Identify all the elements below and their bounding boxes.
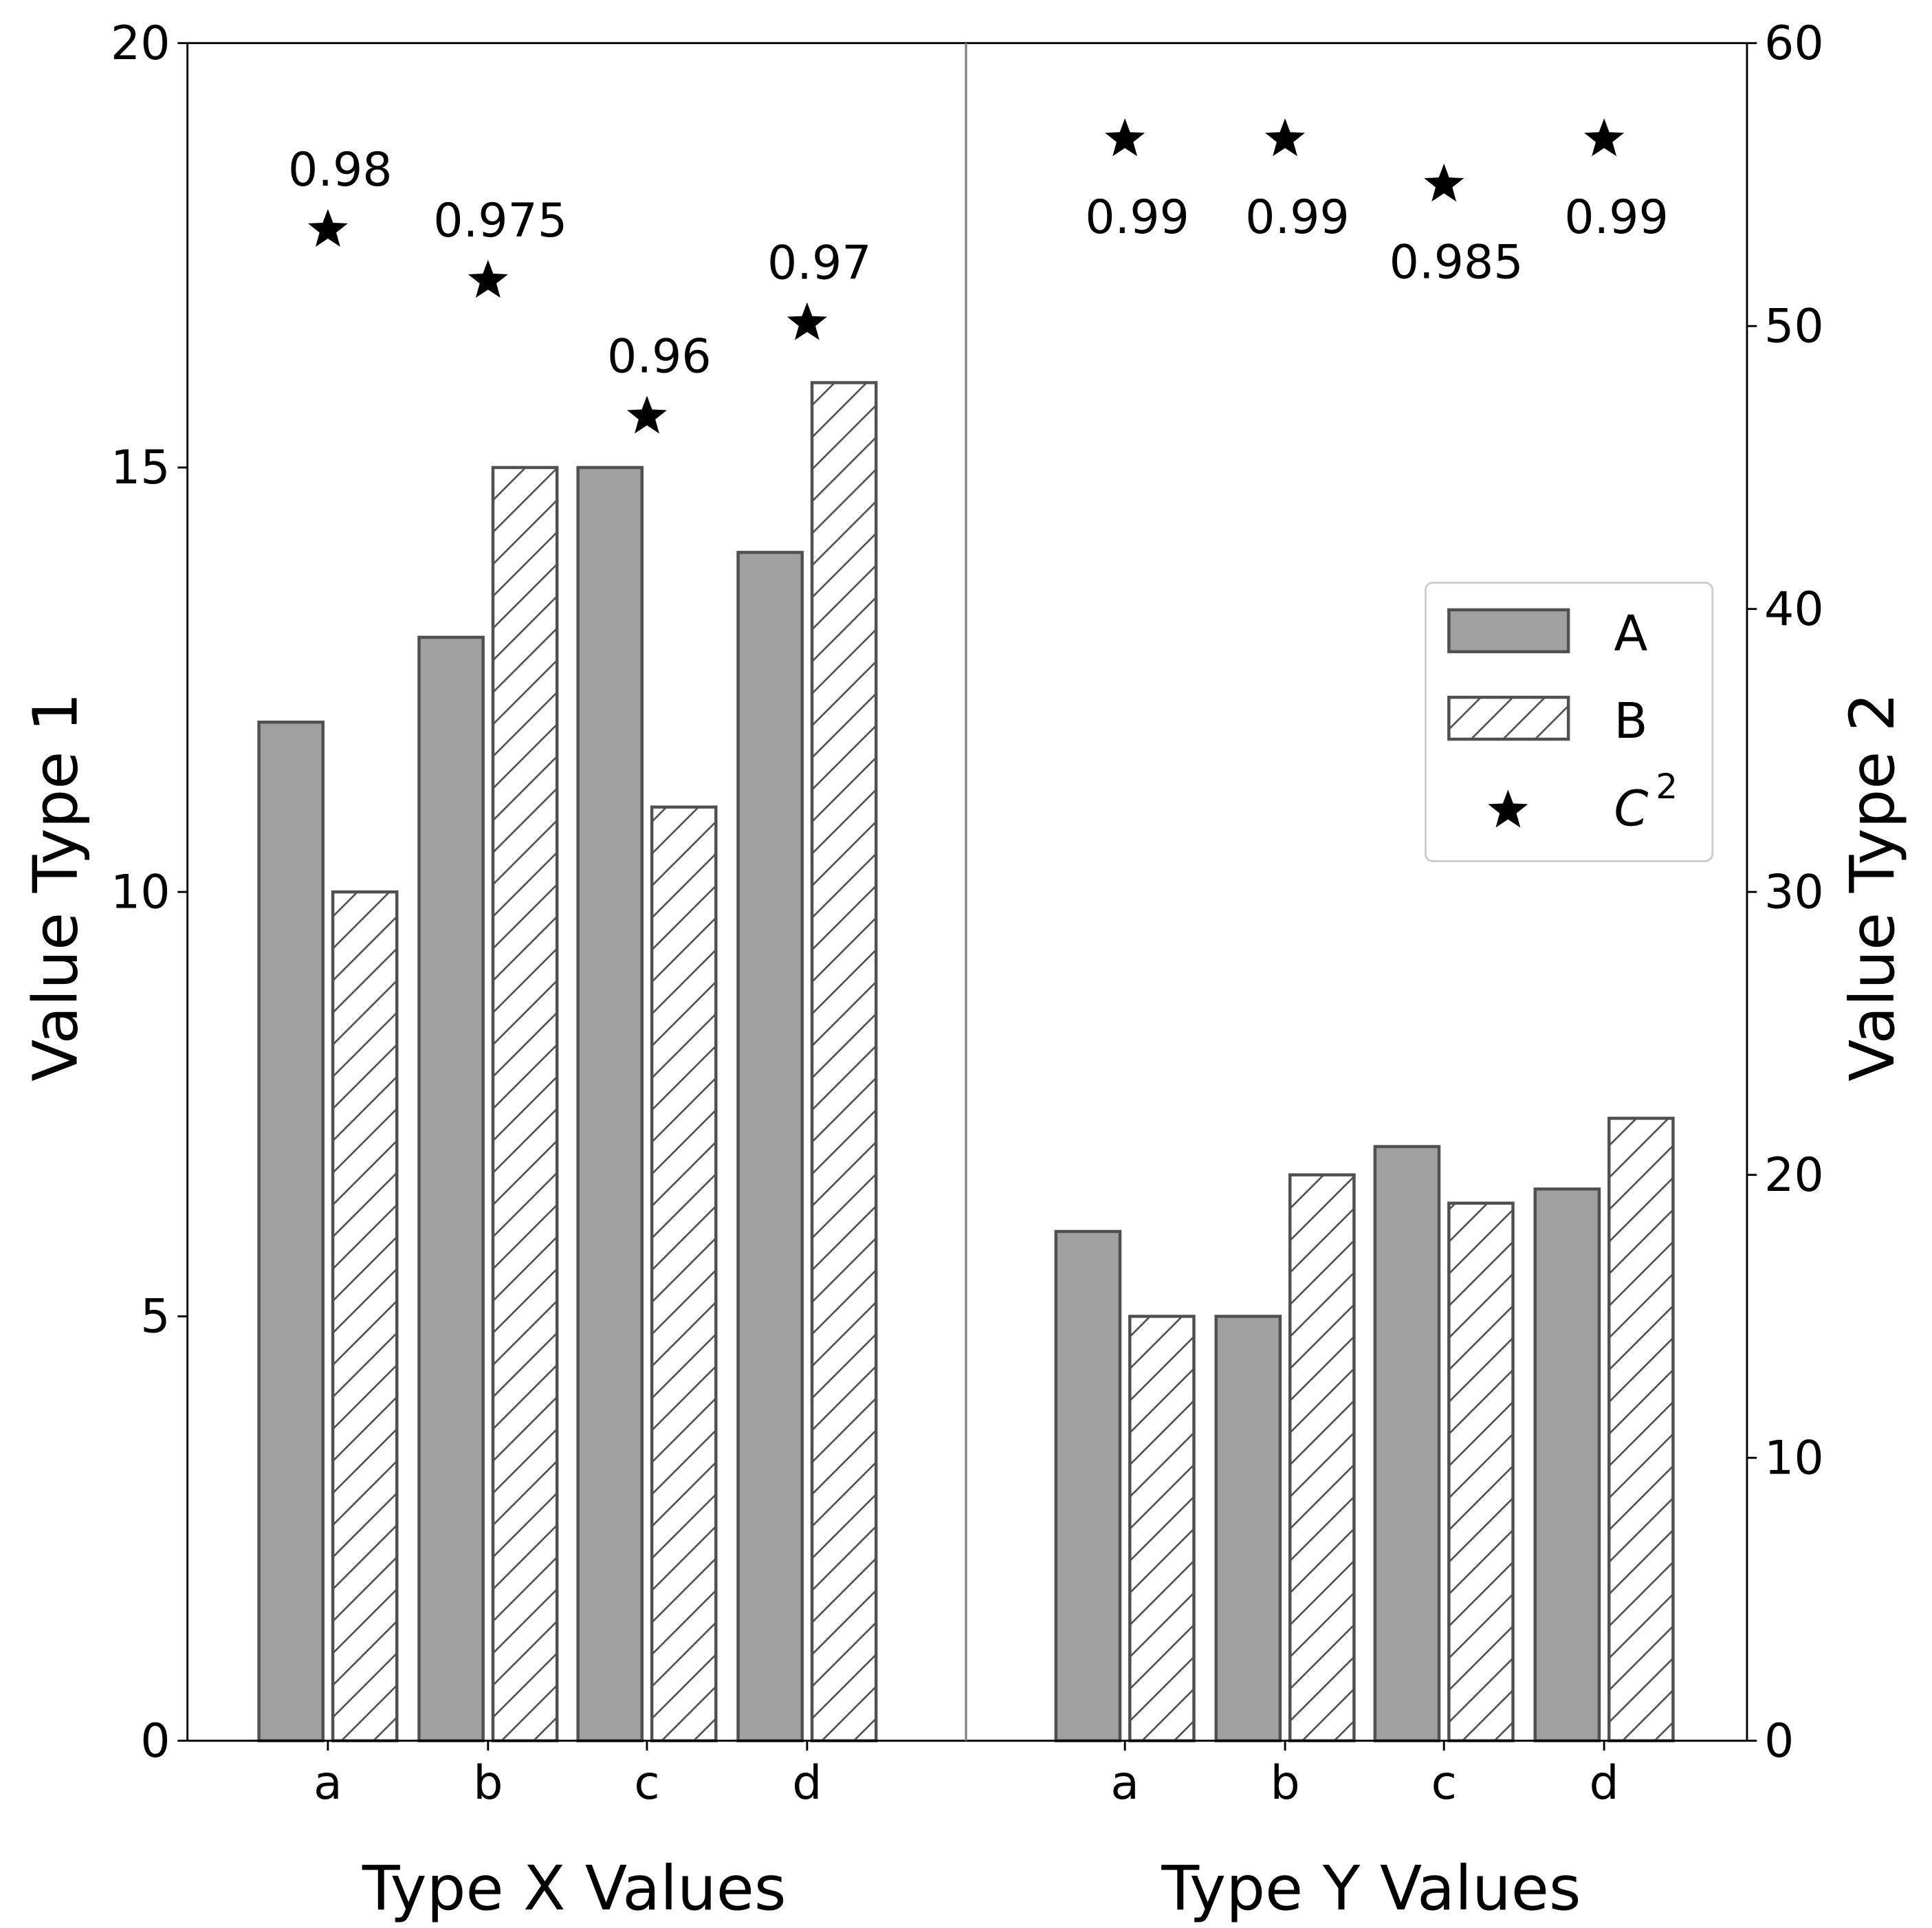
x-tick-label: a — [1110, 1756, 1139, 1810]
bar-y-b-d — [1607, 1117, 1675, 1742]
legend-label-b: B — [1614, 692, 1647, 749]
bar-y-b-a — [1128, 1315, 1196, 1742]
y-tick-label: 10 — [1764, 1431, 1824, 1485]
x-tick-label: a — [314, 1756, 342, 1810]
legend-label-a: A — [1614, 604, 1647, 662]
x-tick-label: d — [1589, 1756, 1618, 1810]
y-tick-label: 50 — [1764, 299, 1824, 353]
bar-x-a-d — [736, 551, 804, 1742]
ticks-layer: a b c d 0 5 10 15 20 a b c d 0 10 20 30 40 50 60 — [111, 17, 1824, 1810]
c2-value-label: 0.96 — [607, 329, 712, 384]
legend-star-icon — [1488, 789, 1528, 828]
c2-star-marker — [626, 395, 667, 434]
y-tick-label: 60 — [1764, 17, 1824, 71]
bar-y-a-b — [1214, 1315, 1282, 1742]
bar-x-b-c — [650, 805, 718, 1742]
c2-value-label: 0.97 — [767, 237, 872, 291]
c2-value-label: 0.975 — [433, 194, 567, 248]
x-axis-label-left: Type X Values — [362, 1853, 787, 1925]
c2-star-marker — [468, 259, 508, 298]
c2-value-label: 0.99 — [1085, 190, 1189, 245]
y-tick-label: 0 — [140, 1714, 170, 1768]
y-axis-label-right: Value Type 2 — [1837, 692, 1909, 1082]
y-tick-label: 30 — [1764, 865, 1824, 919]
bar-x-b-b — [491, 465, 559, 1742]
c2-value-label: 0.99 — [1245, 190, 1350, 245]
legend-label-c-sup: 2 — [1656, 766, 1678, 807]
c2-star-marker — [1424, 163, 1464, 202]
x-tick-label: b — [1270, 1756, 1299, 1810]
x-tick-label: c — [1431, 1756, 1456, 1810]
x-axis-label-right: Type Y Values — [1161, 1853, 1581, 1925]
x-tick-label: b — [473, 1756, 503, 1810]
y-tick-label: 40 — [1764, 582, 1824, 637]
bar-x-a-a — [257, 721, 325, 1742]
bar-y-a-a — [1054, 1229, 1122, 1742]
c2-star-marker — [1265, 118, 1306, 157]
bar-x-b-d — [810, 381, 878, 1742]
y-tick-label: 10 — [111, 865, 171, 919]
legend-label-c-base: C — [1614, 779, 1648, 837]
x-tick-label: d — [792, 1756, 822, 1810]
c2-star-marker — [1105, 118, 1145, 157]
bar-y-b-b — [1288, 1173, 1356, 1742]
c2-star-marker — [787, 302, 827, 340]
c2-star-marker — [307, 208, 348, 247]
y-axis-label-left: Value Type 1 — [20, 692, 91, 1082]
c2-value-label: 0.99 — [1564, 190, 1669, 245]
y-tick-label: 0 — [1764, 1714, 1794, 1768]
legend-patch-a — [1447, 608, 1570, 654]
x-tick-label: c — [634, 1756, 659, 1810]
y-tick-label: 5 — [140, 1290, 170, 1344]
bar-y-a-c — [1373, 1145, 1441, 1742]
bar-y-a-d — [1533, 1187, 1601, 1742]
y-tick-label: 20 — [111, 17, 171, 71]
c2-value-label: 0.98 — [288, 143, 393, 197]
c2-value-label: 0.985 — [1390, 236, 1524, 290]
legend-patch-b — [1447, 695, 1570, 741]
y-tick-label: 15 — [111, 441, 171, 495]
bar-y-b-c — [1447, 1201, 1515, 1742]
c2-star-marker — [1584, 118, 1625, 157]
stars-layer: 0.98 0.975 0.96 0.97 0.99 0.99 0.985 0.99 — [288, 118, 1669, 434]
y-tick-label: 20 — [1764, 1148, 1824, 1203]
bar-x-a-c — [576, 465, 644, 1742]
bar-x-b-a — [331, 890, 399, 1742]
bars-layer — [257, 381, 1675, 1742]
bar-x-a-b — [417, 635, 485, 1742]
